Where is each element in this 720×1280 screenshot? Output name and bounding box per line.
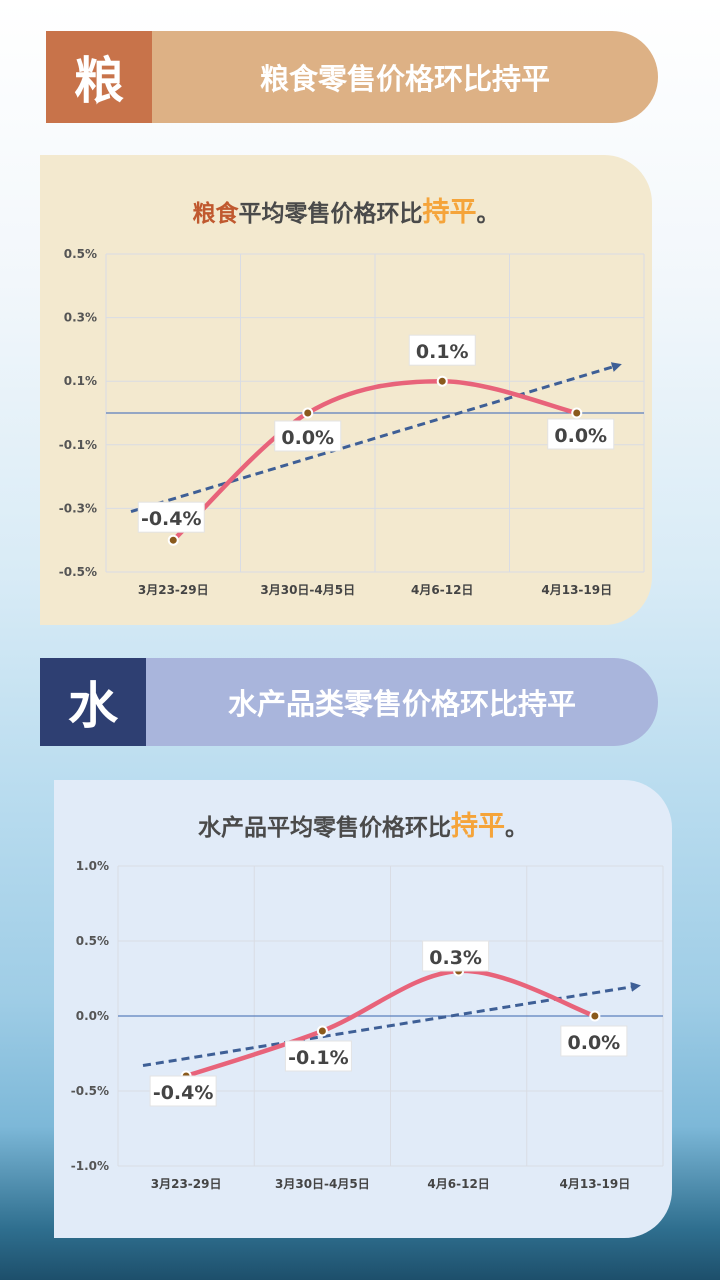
grain-data-label: 0.0%: [281, 427, 334, 449]
aquatic-ytick-label: 1.0%: [76, 859, 109, 873]
aquatic-xtick-label: 4月13-19日: [560, 1177, 631, 1191]
aquatic-data-point: [316, 1025, 328, 1037]
grain-data-label-box: [408, 334, 476, 366]
aquatic-xtick-label: 4月6-12日: [427, 1177, 489, 1191]
aquatic-banner: 水 水产品类零售价格环比持平: [40, 658, 658, 746]
grain-ytick-label: -0.5%: [59, 565, 97, 579]
grain-data-point: [436, 375, 448, 387]
grain-badge: 粮: [46, 31, 152, 123]
grain-banner-title: 粮食零售价格环比持平: [259, 62, 550, 96]
grain-trendline: [130, 362, 622, 514]
grain-data-label-box: [137, 501, 205, 533]
aquatic-ytick-label: -0.5%: [71, 1084, 109, 1098]
grain-banner: 粮 粮食零售价格环比持平: [46, 31, 658, 123]
aquatic-title-emphasis: 持平: [451, 811, 505, 842]
aquatic-ytick-label: -1.0%: [71, 1159, 109, 1173]
aquatic-data-label-box: [284, 1040, 352, 1072]
grain-data-label-box: [547, 418, 615, 450]
aquatic-xtick-label: 3月23-29日: [151, 1177, 222, 1191]
grain-line-chart: 0.5% 0.3% 0.1% -0.1% -0.3% -0.5% 3月23-29日 3月30日…: [59, 247, 645, 597]
aquatic-chart-title: 水产品平均零售价格环比持平。: [54, 804, 672, 843]
grain-data-label-box: [274, 420, 342, 452]
grain-data-point: [167, 534, 179, 546]
aquatic-data-label: -0.4%: [153, 1082, 214, 1104]
aquatic-title-middle: 水产品平均零售价格环比: [198, 815, 451, 841]
grain-ytick-label: 0.1%: [64, 374, 97, 388]
aquatic-data-label: 0.0%: [568, 1032, 621, 1054]
aquatic-data-label: 0.3%: [429, 947, 482, 969]
aquatic-xtick-label: 3月30日-4月5日: [275, 1177, 370, 1191]
aquatic-series-line: [183, 968, 598, 1079]
aquatic-data-label: -0.1%: [288, 1047, 349, 1069]
grain-xtick-label: 4月6-12日: [411, 583, 473, 597]
grain-chart-title: 粮食平均零售价格环比持平。: [40, 190, 652, 229]
aquatic-title-end: 。: [505, 815, 528, 841]
aquatic-data-label-box: [422, 940, 490, 972]
aquatic-banner-title: 水产品类零售价格环比持平: [227, 687, 576, 721]
grain-ytick-label: 0.3%: [64, 311, 97, 325]
aquatic-ytick-label: 0.5%: [76, 934, 109, 948]
grain-xtick-label: 3月30日-4月5日: [260, 583, 355, 597]
grain-title-highlight: 粮食: [192, 201, 239, 227]
grain-ytick-label: -0.3%: [59, 501, 97, 515]
grain-title-emphasis: 持平: [422, 197, 477, 228]
grain-series-line: [171, 378, 579, 543]
grain-data-point: [571, 407, 583, 419]
grain-chart-card: 粮食平均零售价格环比持平。: [40, 155, 652, 625]
grain-data-label: 0.1%: [416, 341, 469, 363]
grain-ytick-label: -0.1%: [59, 438, 97, 452]
grain-xtick-label: 3月23-29日: [138, 583, 209, 597]
aquatic-badge: 水: [40, 658, 146, 746]
grain-data-label: -0.4%: [141, 508, 202, 530]
grain-title-middle: 平均零售价格环比: [238, 201, 423, 227]
aquatic-ytick-label: 0.0%: [76, 1009, 109, 1023]
grain-data-point: [302, 407, 314, 419]
grain-xtick-label: 4月13-19日: [541, 583, 612, 597]
grain-ytick-label: 0.5%: [64, 247, 97, 261]
grain-title-end: 。: [476, 201, 500, 227]
aquatic-data-label-box: [560, 1025, 628, 1057]
aquatic-data-label-box: [149, 1075, 217, 1107]
grain-data-label: 0.0%: [554, 425, 607, 447]
aquatic-data-point: [589, 1010, 601, 1022]
